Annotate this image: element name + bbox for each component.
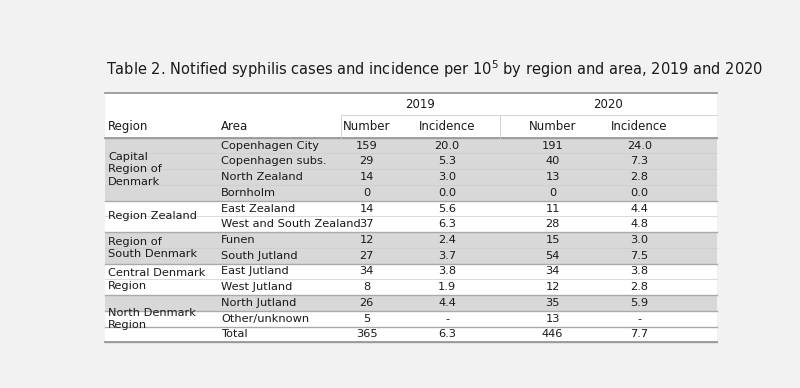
Text: Number: Number xyxy=(343,120,390,133)
Text: Other/unknown: Other/unknown xyxy=(221,314,309,324)
Text: 5: 5 xyxy=(363,314,370,324)
Text: 7.7: 7.7 xyxy=(630,329,649,340)
Bar xyxy=(105,138,717,201)
Text: 191: 191 xyxy=(542,140,563,151)
Text: Area: Area xyxy=(221,120,248,133)
Text: 37: 37 xyxy=(359,219,374,229)
Text: 11: 11 xyxy=(546,204,560,213)
Text: Incidence: Incidence xyxy=(419,120,475,133)
Text: Copenhagen subs.: Copenhagen subs. xyxy=(221,156,326,166)
Text: 5.6: 5.6 xyxy=(438,204,456,213)
Text: 5.9: 5.9 xyxy=(630,298,649,308)
Text: 13: 13 xyxy=(546,172,560,182)
Text: 2019: 2019 xyxy=(406,97,435,111)
Text: 6.3: 6.3 xyxy=(438,329,456,340)
Text: 26: 26 xyxy=(359,298,374,308)
Text: 4.8: 4.8 xyxy=(630,219,648,229)
Text: 3.8: 3.8 xyxy=(630,267,649,277)
Text: Region Zealand: Region Zealand xyxy=(108,211,197,222)
Text: 7.5: 7.5 xyxy=(630,251,649,261)
Text: East Zealand: East Zealand xyxy=(221,204,295,213)
Text: 35: 35 xyxy=(546,298,560,308)
Text: 0.0: 0.0 xyxy=(630,188,649,198)
Text: 3.0: 3.0 xyxy=(630,235,649,245)
Bar xyxy=(105,232,717,263)
Text: 14: 14 xyxy=(359,204,374,213)
Text: 159: 159 xyxy=(356,140,378,151)
Text: Central Denmark
Region: Central Denmark Region xyxy=(108,268,206,291)
Text: 40: 40 xyxy=(546,156,560,166)
Text: 4.4: 4.4 xyxy=(438,298,456,308)
Text: -: - xyxy=(445,314,450,324)
Text: North Jutland: North Jutland xyxy=(221,298,296,308)
Text: West and South Zealand: West and South Zealand xyxy=(221,219,361,229)
Text: East Jutland: East Jutland xyxy=(221,267,289,277)
Text: Region: Region xyxy=(108,120,149,133)
Text: 34: 34 xyxy=(359,267,374,277)
Text: 0: 0 xyxy=(363,188,370,198)
Text: 7.3: 7.3 xyxy=(630,156,649,166)
Text: 5.3: 5.3 xyxy=(438,156,456,166)
Text: 15: 15 xyxy=(546,235,560,245)
Text: 2.8: 2.8 xyxy=(630,282,648,292)
Text: 446: 446 xyxy=(542,329,563,340)
Text: 3.8: 3.8 xyxy=(438,267,456,277)
Text: West Jutland: West Jutland xyxy=(221,282,292,292)
Text: 27: 27 xyxy=(359,251,374,261)
Text: Incidence: Incidence xyxy=(611,120,668,133)
Text: 2020: 2020 xyxy=(594,97,623,111)
Bar xyxy=(105,295,717,311)
Text: North Zealand: North Zealand xyxy=(221,172,302,182)
Text: 4.4: 4.4 xyxy=(630,204,648,213)
Text: 2.4: 2.4 xyxy=(438,235,456,245)
Text: 20.0: 20.0 xyxy=(434,140,460,151)
Text: 34: 34 xyxy=(546,267,560,277)
Text: 12: 12 xyxy=(546,282,560,292)
Text: North Denmark
Region: North Denmark Region xyxy=(108,308,196,330)
Text: 1.9: 1.9 xyxy=(438,282,456,292)
Text: Bornholm: Bornholm xyxy=(221,188,276,198)
Text: Number: Number xyxy=(529,120,576,133)
Text: 29: 29 xyxy=(359,156,374,166)
Text: Capital
Region of
Denmark: Capital Region of Denmark xyxy=(108,152,162,187)
Text: 3.7: 3.7 xyxy=(438,251,456,261)
Bar xyxy=(105,93,717,342)
Text: 0: 0 xyxy=(549,188,556,198)
Text: Funen: Funen xyxy=(221,235,255,245)
Text: Copenhagen City: Copenhagen City xyxy=(221,140,319,151)
Text: Table 2. Notified syphilis cases and incidence per 10$^5$ by region and area, 20: Table 2. Notified syphilis cases and inc… xyxy=(106,59,763,80)
Text: South Jutland: South Jutland xyxy=(221,251,298,261)
Text: -: - xyxy=(638,314,642,324)
Text: 3.0: 3.0 xyxy=(438,172,456,182)
Text: 365: 365 xyxy=(356,329,378,340)
Text: 28: 28 xyxy=(546,219,560,229)
Text: 24.0: 24.0 xyxy=(627,140,652,151)
Text: Region of
South Denmark: Region of South Denmark xyxy=(108,237,197,259)
Text: 8: 8 xyxy=(363,282,370,292)
Text: 0.0: 0.0 xyxy=(438,188,456,198)
Text: 2.8: 2.8 xyxy=(630,172,648,182)
Text: 6.3: 6.3 xyxy=(438,219,456,229)
Text: 13: 13 xyxy=(546,314,560,324)
Text: Total: Total xyxy=(221,329,247,340)
Text: 12: 12 xyxy=(359,235,374,245)
Text: 54: 54 xyxy=(546,251,560,261)
Text: 14: 14 xyxy=(359,172,374,182)
